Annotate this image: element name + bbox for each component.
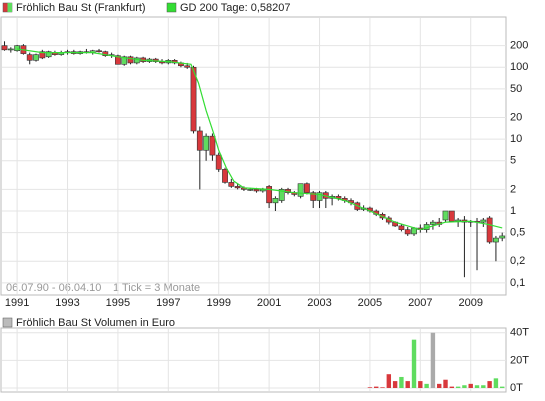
- candle-body: [121, 56, 128, 65]
- volume-bar: [399, 376, 404, 388]
- candle-body: [316, 192, 323, 201]
- candle-body: [493, 237, 499, 243]
- volume-bar: [449, 386, 455, 388]
- volume-bar: [493, 378, 499, 388]
- candle-body: [190, 66, 197, 132]
- x-tick-label: 2001: [257, 297, 281, 309]
- volume-bar: [367, 387, 373, 388]
- volume-bar: [437, 383, 442, 388]
- candle-body: [96, 50, 102, 53]
- moving-average: [17, 48, 503, 231]
- x-tick-label: 1993: [55, 297, 79, 309]
- candle-body: [127, 56, 134, 64]
- candle-body: [310, 192, 317, 201]
- x-tick-label: 2003: [307, 297, 331, 309]
- volume-bar: [455, 386, 461, 388]
- candle-body: [304, 183, 310, 193]
- date-range: 06.07.90 - 06.04.10: [6, 282, 101, 294]
- y-tick-label: 20T: [510, 354, 529, 366]
- x-tick-label: 1995: [106, 297, 130, 309]
- legend-swatch: [7, 3, 12, 12]
- candle-body: [480, 219, 487, 223]
- x-tick-label: 2005: [358, 297, 382, 309]
- volume-bar: [474, 385, 480, 388]
- volume-bar: [462, 385, 467, 388]
- y-tick-label: 0,1: [510, 277, 525, 289]
- candle-body: [486, 217, 493, 243]
- candle-body: [1, 45, 8, 51]
- x-tick-label: 1997: [156, 297, 180, 309]
- volume-bar: [411, 339, 417, 388]
- x-tick-label: 1999: [206, 297, 230, 309]
- legend-label: Fröhlich Bau St Volumen in Euro: [16, 317, 175, 329]
- candle-body: [398, 225, 405, 230]
- candle-body: [215, 154, 222, 170]
- x-tick-label: 1991: [5, 297, 29, 309]
- y-tick-label: 0,2: [510, 255, 525, 267]
- y-tick-label: 20: [510, 111, 522, 123]
- candle-body: [203, 135, 210, 151]
- candle-body: [228, 182, 235, 187]
- y-tick-label: 0T: [510, 382, 523, 394]
- candle-body: [115, 55, 121, 65]
- candle-body: [253, 189, 260, 192]
- volume-bar: [487, 381, 492, 388]
- candle-body: [442, 210, 449, 221]
- candle-body: [14, 45, 21, 52]
- candle-body: [222, 169, 228, 183]
- legend-swatch: [166, 2, 177, 13]
- candle-body: [39, 51, 46, 59]
- candle-body: [33, 54, 39, 61]
- candle-body: [448, 210, 455, 222]
- candle-body: [272, 198, 279, 204]
- volume-bar: [386, 374, 392, 388]
- y-tick-label: 100: [510, 61, 528, 73]
- volume-bar: [424, 383, 429, 388]
- volume-bar: [392, 381, 398, 388]
- volume-bar: [380, 387, 385, 388]
- x-tick-label: 2007: [408, 297, 432, 309]
- volume-bar: [374, 386, 379, 388]
- y-tick-label: 1: [510, 205, 516, 217]
- candle-body: [266, 186, 273, 204]
- legend-label: GD 200 Tage: 0,58207: [180, 2, 291, 14]
- candle-body: [247, 189, 254, 191]
- candle-body: [26, 54, 33, 61]
- volume-bar: [443, 379, 448, 388]
- y-tick-label: 10: [510, 133, 522, 145]
- y-tick-label: 2: [510, 183, 516, 195]
- tick-note: 1 Tick = 3 Monate: [113, 282, 200, 294]
- candle-body: [234, 186, 241, 189]
- y-tick-label: 5: [510, 155, 516, 167]
- candle-body: [278, 189, 285, 201]
- candle-body: [7, 48, 14, 51]
- legend-label: Fröhlich Bau St (Frankfurt): [16, 2, 146, 14]
- y-tick-label: 40T: [510, 327, 529, 339]
- volume-bar: [430, 332, 436, 388]
- price-frame: [0, 16, 507, 296]
- candle-body: [404, 229, 411, 235]
- candle-body: [499, 235, 506, 239]
- candle-body: [133, 57, 140, 64]
- candle-body: [430, 221, 436, 225]
- candle-body: [209, 135, 216, 156]
- candle-body: [184, 65, 191, 68]
- volume-bar: [405, 381, 410, 388]
- volume-bar: [481, 385, 486, 388]
- x-tick-label: 2009: [458, 297, 482, 309]
- y-tick-label: 50: [510, 83, 522, 95]
- candle-body: [196, 130, 203, 151]
- candle-body: [297, 183, 304, 197]
- y-tick-label: 0,5: [510, 227, 525, 239]
- candle-body: [335, 196, 342, 199]
- candle-body: [45, 51, 52, 58]
- legend-swatch: [2, 317, 13, 328]
- volume-bar: [468, 383, 473, 388]
- y-tick-label: 200: [510, 40, 528, 52]
- volume-bar: [500, 386, 505, 388]
- volume-bar: [418, 381, 423, 388]
